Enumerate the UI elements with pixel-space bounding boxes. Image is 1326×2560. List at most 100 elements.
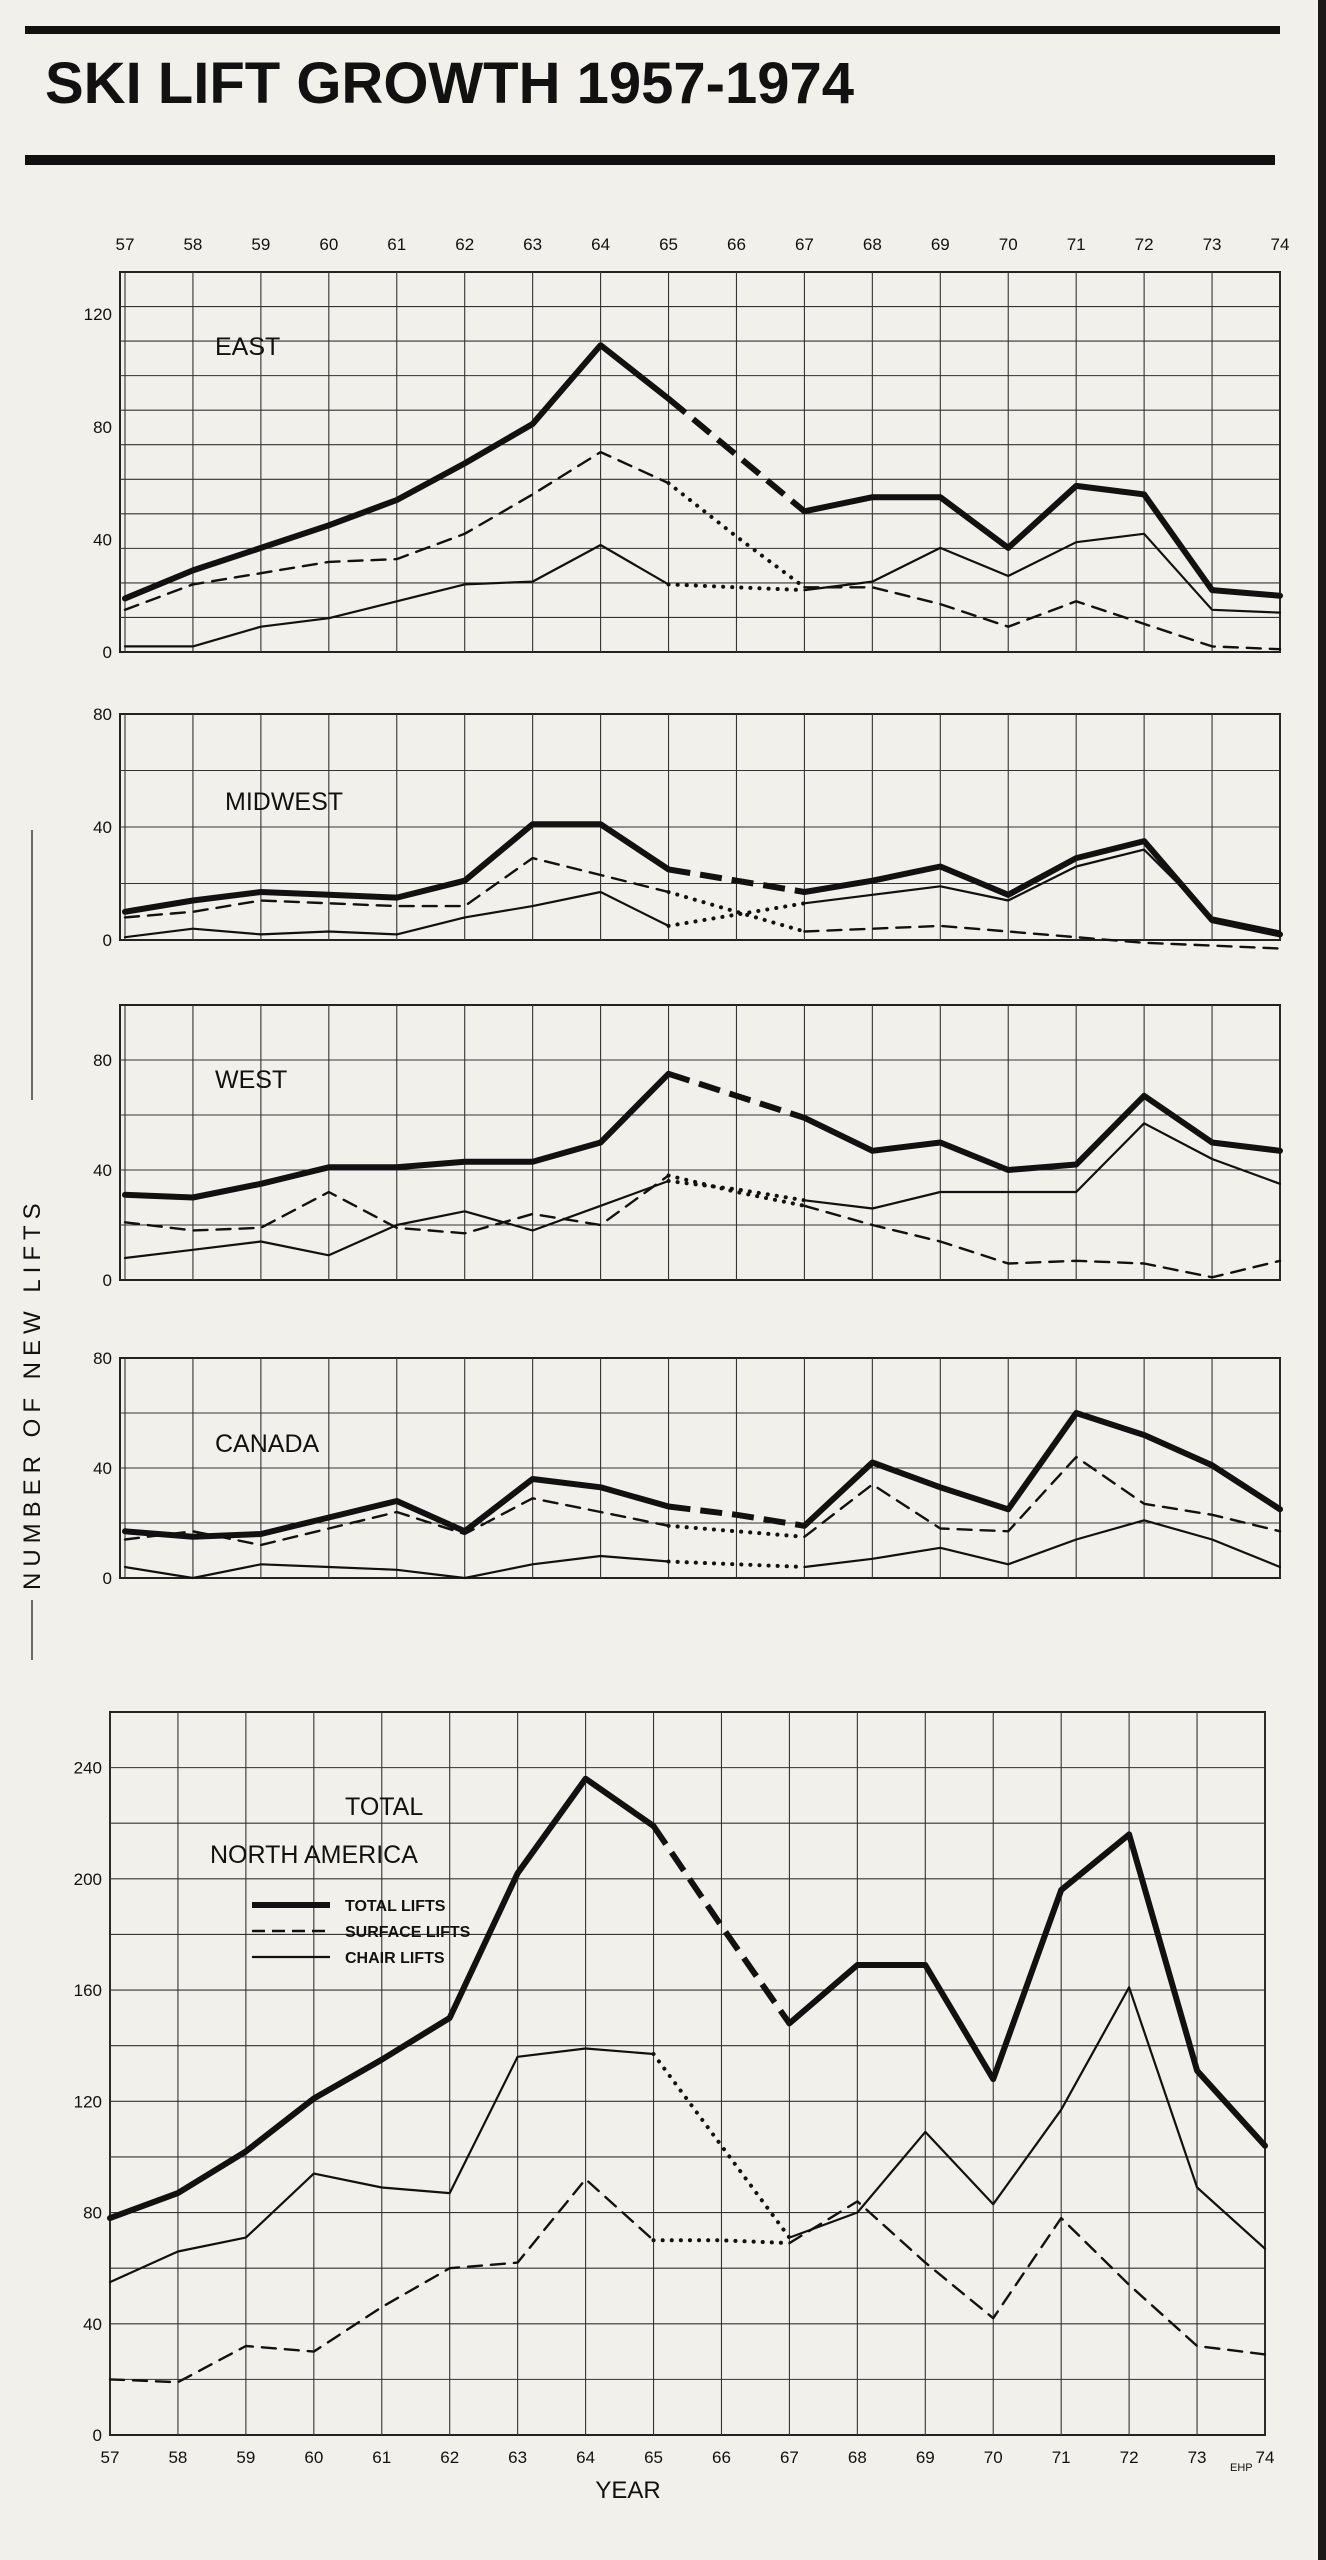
chart-total-ytick-label: 240: [74, 1759, 102, 1778]
legend-total-label: TOTAL LIFTS: [345, 1898, 446, 1915]
chart-total-series-chair-line: [788, 1986, 1267, 2250]
chart-total-xtick-label: 70: [984, 2448, 1003, 2467]
chart-total-xtick-label: 67: [780, 2448, 799, 2467]
chart-east-xtick-label: 71: [1067, 235, 1086, 254]
chart-total-xtick-label: 62: [440, 2448, 459, 2467]
chart-total-xtick-label: 72: [1120, 2448, 1139, 2467]
chart-midwest-ytick-label: 80: [93, 705, 112, 724]
chart-total-xtick-label: 74: [1256, 2448, 1275, 2467]
chart-east-xtick-label: 62: [455, 235, 474, 254]
chart-total-series-chair-estimate: [651, 2052, 792, 2240]
chart-canada-series-surface-line: [803, 1455, 1282, 1538]
chart-east-xtick-label: 70: [999, 235, 1018, 254]
chart-east-series-total-line: [122, 342, 672, 602]
chart-east-xtick-label: 66: [727, 235, 746, 254]
x-axis-label: YEAR: [595, 2477, 660, 2504]
chart-total-subtitle: NORTH AMERICA: [210, 1841, 418, 1869]
chart-total-xtick-label: 58: [168, 2448, 187, 2467]
title-bottom-rule: [25, 155, 1275, 165]
chart-midwest-ytick-label: 40: [93, 818, 112, 837]
chart-midwest-series-chair-line: [123, 890, 670, 939]
chart-east-xtick-label: 73: [1203, 235, 1222, 254]
chart-total-xtick-label: 61: [372, 2448, 391, 2467]
chart-west-frame: [119, 1004, 1281, 1281]
page-edge-shadow: [1318, 0, 1326, 2560]
chart-canada-series-total-estimate: [668, 1503, 805, 1529]
chart-midwest-series-surface-line: [803, 924, 1282, 950]
chart-east-xtick-label: 63: [523, 235, 542, 254]
chart-total-xtick-label: 68: [848, 2448, 867, 2467]
chart-total-xtick-label: 65: [644, 2448, 663, 2467]
chart-total-series-chair-line: [108, 2047, 655, 2284]
chart-east-xtick-label: 72: [1135, 235, 1154, 254]
chart-midwest-series-total-line: [122, 821, 672, 915]
chart-midwest-series-total-line: [801, 838, 1283, 938]
chart-total-xtick-label: 57: [101, 2448, 120, 2467]
chart-canada-title: CANADA: [215, 1430, 320, 1458]
chart-total-xtick-label: 64: [576, 2448, 595, 2467]
credit-text: EHP: [1230, 2462, 1253, 2474]
page-title: SKI LIFT GROWTH 1957-1974: [45, 51, 854, 116]
chart-east-xtick-label: 64: [591, 235, 610, 254]
chart-canada-series-chair-line: [803, 1519, 1282, 1569]
chart-total-ytick-label: 200: [74, 1870, 102, 1889]
chart-east-ytick-label: 80: [93, 418, 112, 437]
chart-total-ytick-label: 0: [93, 2426, 102, 2445]
chart-west-series-surface-line: [803, 1204, 1282, 1279]
chart-total-series-total-estimate: [651, 1824, 792, 2026]
chart-total-ytick-label: 80: [83, 2204, 102, 2223]
chart-east-xtick-label: 59: [251, 235, 270, 254]
chart-total-xtick-label: 63: [508, 2448, 527, 2467]
chart-total-series-surface-line: [108, 2178, 655, 2384]
chart-total-xtick-label: 71: [1052, 2448, 1071, 2467]
chart-total-ytick-label: 40: [83, 2315, 102, 2334]
chart-east-xtick-label: 57: [116, 235, 135, 254]
chart-west-ytick-label: 0: [103, 1271, 112, 1290]
chart-east-series-surface-estimate: [666, 481, 807, 590]
chart-midwest-series-surface-line: [123, 856, 670, 919]
chart-total-xtick-label: 73: [1188, 2448, 1207, 2467]
chart-canada-ytick-label: 0: [103, 1569, 112, 1588]
title-top-rule: [25, 26, 1280, 34]
chart-midwest-series-chair-line: [803, 848, 1282, 933]
chart-west-series-total-estimate: [667, 1070, 806, 1121]
chart-east-series-chair-line: [803, 532, 1282, 614]
chart-total-xtick-label: 69: [916, 2448, 935, 2467]
chart-midwest-title: MIDWEST: [225, 788, 343, 816]
chart-west-series-chair-line: [123, 1179, 670, 1260]
chart-east-xtick-label: 67: [795, 235, 814, 254]
chart-total-title: TOTAL: [345, 1793, 423, 1821]
chart-east-title: EAST: [215, 333, 280, 361]
chart-midwest-ytick-label: 0: [103, 931, 112, 950]
chart-east-ytick-label: 40: [93, 530, 112, 549]
chart-total-ytick-label: 120: [74, 2092, 102, 2111]
chart-total-series-total-line: [107, 1775, 657, 2222]
legend-chair-label: CHAIR LIFTS: [345, 1950, 445, 1967]
chart-west-series-total-line: [801, 1092, 1283, 1173]
chart-east-series-surface-line: [123, 450, 670, 611]
chart-east-xtick-label: 74: [1271, 235, 1290, 254]
chart-canada-series-surface-line: [123, 1497, 670, 1547]
chart-west-series-total-line: [122, 1070, 672, 1201]
chart-west-title: WEST: [215, 1066, 287, 1094]
chart-east-series-chair-line: [123, 543, 670, 648]
chart-midwest-series-surface-estimate: [666, 890, 807, 934]
y-axis-label: NUMBER OF NEW LIFTS: [19, 1197, 46, 1590]
chart-west-ytick-label: 40: [93, 1161, 112, 1180]
chart-east-frame: [119, 271, 1281, 653]
chart-east-xtick-label: 68: [863, 235, 882, 254]
chart-east-xtick-label: 69: [931, 235, 950, 254]
chart-total-xtick-label: 66: [712, 2448, 731, 2467]
chart-canada-ytick-label: 40: [93, 1459, 112, 1478]
chart-east-xtick-label: 61: [387, 235, 406, 254]
chart-midwest-series-total-estimate: [668, 866, 805, 895]
chart-west-ytick-label: 80: [93, 1051, 112, 1070]
chart-east-xtick-label: 58: [183, 235, 202, 254]
chart-canada-series-chair-line: [123, 1554, 670, 1580]
chart-east-series-total-line: [801, 482, 1283, 599]
chart-total-series-total-line: [786, 1831, 1268, 2149]
chart-total-series-surface-line: [788, 2200, 1267, 2356]
chart-total-xtick-label: 60: [304, 2448, 323, 2467]
